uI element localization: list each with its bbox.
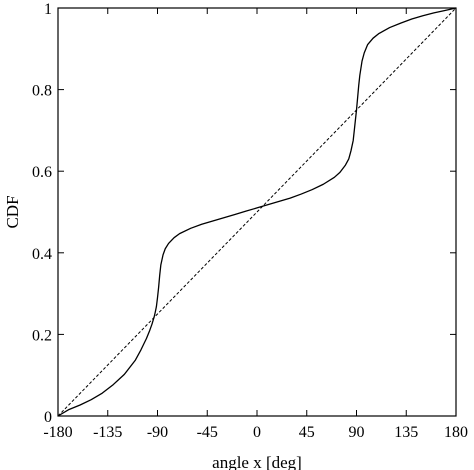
x-tick-label: -45 bbox=[197, 424, 218, 441]
y-axis-title: CDF bbox=[3, 195, 22, 228]
plot-frame bbox=[57, 7, 457, 417]
y-tick-label: 0 bbox=[44, 409, 52, 426]
series-line-dashed bbox=[57, 7, 457, 417]
y-tick-label: 0.6 bbox=[32, 164, 52, 181]
x-tick-label: 90 bbox=[349, 424, 365, 441]
x-tick-label: 0 bbox=[253, 424, 261, 441]
y-tick-label: 0.8 bbox=[32, 83, 52, 100]
series-line-solid bbox=[57, 7, 457, 417]
labels-layer: -180 -135 -90 -45 0 45 90 135 180 0 0.2 0.4 0.6 0.8 1 bbox=[32, 1, 468, 441]
x-tick-label: -180 bbox=[43, 424, 72, 441]
y-tick-label: 0.4 bbox=[32, 246, 52, 263]
series-layer bbox=[57, 7, 457, 417]
x-axis-title: angle x [deg] bbox=[212, 453, 302, 470]
x-tick-label: 45 bbox=[299, 424, 315, 441]
x-tick-label: -135 bbox=[93, 424, 122, 441]
x-tick-label: -90 bbox=[147, 424, 168, 441]
x-tick-label: 135 bbox=[394, 424, 418, 441]
y-tick-label: 1 bbox=[44, 1, 52, 18]
y-tick-label: 0.2 bbox=[32, 327, 52, 344]
x-tick-label: 180 bbox=[444, 424, 468, 441]
